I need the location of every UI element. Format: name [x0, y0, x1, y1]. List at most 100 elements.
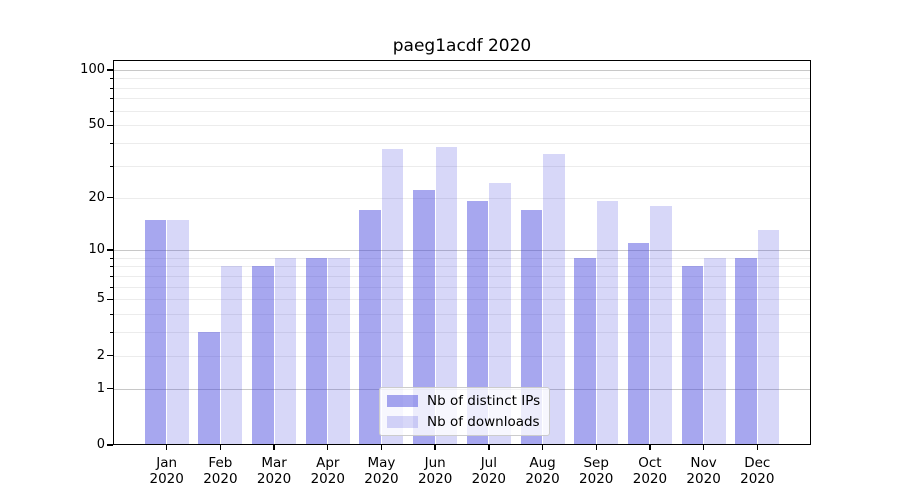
x-tick-aug: [541, 445, 544, 450]
x-tick-apr: [327, 445, 329, 450]
y-minor-tick-90: [109, 78, 113, 80]
bar-distinct-ips-sep: [574, 257, 596, 445]
gridline-minor-60: [113, 110, 811, 112]
bar-distinct-ips-jun: [413, 190, 435, 445]
gridline-minor-40: [113, 143, 811, 145]
plot-area: Nb of distinct IPs Nb of downloads: [113, 60, 811, 445]
bar-downloads-jun: [435, 147, 458, 445]
bar-distinct-ips-feb: [198, 332, 220, 445]
x-tick-label-feb: Feb 2020: [203, 455, 238, 487]
x-tick-nov: [702, 445, 705, 450]
y-tick-20: [107, 196, 113, 199]
x-tick-may: [380, 445, 383, 450]
y-tick-label-100: 100: [80, 61, 105, 77]
x-tick-label-jan: Jan 2020: [149, 455, 184, 487]
y-minor-tick-4: [109, 314, 113, 316]
legend-swatch-downloads: [387, 416, 418, 428]
gridline-minor-3: [113, 332, 811, 334]
bar-downloads-may: [381, 149, 404, 445]
gridline-minor-30: [113, 165, 811, 167]
bar-distinct-ips-apr: [305, 257, 328, 445]
gridline-minor-50: [113, 125, 811, 127]
bar-downloads-feb: [220, 266, 243, 445]
bar-downloads-dec: [757, 230, 780, 445]
y-tick-label-10: 10: [88, 242, 105, 258]
gridline-minor-2: [113, 355, 811, 357]
x-tick-feb: [219, 445, 222, 450]
y-tick-5: [107, 298, 113, 301]
bar-distinct-ips-jul: [466, 201, 489, 445]
y-tick-label-5: 5: [96, 291, 105, 307]
gridline-minor-9: [113, 257, 811, 259]
y-minor-tick-9: [109, 257, 113, 259]
x-tick-mar: [273, 445, 275, 450]
legend: Nb of distinct IPs Nb of downloads: [379, 387, 551, 436]
bar-distinct-ips-aug: [520, 210, 543, 445]
y-tick-1: [107, 387, 113, 390]
legend-row-0: Nb of distinct IPs: [387, 393, 540, 409]
x-tick-oct: [649, 445, 651, 450]
gridline-minor-6: [113, 286, 811, 288]
bar-downloads-jan: [167, 219, 189, 445]
y-tick-label-2: 2: [96, 347, 105, 363]
y-tick-label-1: 1: [96, 380, 105, 396]
x-tick-label-apr: Apr 2020: [310, 455, 345, 487]
bar-distinct-ips-dec: [735, 257, 757, 445]
x-tick-jun: [434, 445, 436, 450]
y-minor-tick-6: [109, 286, 113, 288]
x-tick-label-dec: Dec 2020: [740, 455, 775, 487]
bar-downloads-mar: [274, 257, 297, 445]
gridline-minor-80: [113, 87, 811, 89]
legend-swatch-distinct-ips: [387, 395, 418, 407]
y-tick-label-20: 20: [88, 189, 105, 205]
gridline-minor-70: [113, 98, 811, 100]
bar-distinct-ips-nov: [681, 266, 704, 445]
x-tick-label-nov: Nov 2020: [686, 455, 721, 487]
bar-downloads-aug: [543, 153, 565, 445]
legend-label-distinct-ips: Nb of distinct IPs: [427, 393, 541, 409]
y-minor-tick-30: [109, 165, 113, 167]
x-tick-sep: [595, 445, 597, 450]
gridline-major-10: [113, 250, 811, 252]
x-tick-label-aug: Aug 2020: [525, 455, 560, 487]
gridline-minor-20: [113, 197, 811, 199]
x-tick-dec: [756, 445, 758, 450]
x-tick-label-may: May 2020: [364, 455, 399, 487]
y-tick-0: [107, 444, 113, 446]
x-tick-jul: [488, 445, 490, 450]
bar-downloads-nov: [704, 257, 726, 445]
gridline-minor-5: [113, 299, 811, 301]
bar-downloads-sep: [596, 201, 619, 445]
y-minor-tick-60: [109, 110, 113, 112]
bar-downloads-jul: [489, 183, 511, 445]
x-tick-label-jun: Jun 2020: [417, 455, 453, 487]
bar-distinct-ips-jan: [144, 219, 167, 445]
bar-downloads-apr: [328, 257, 350, 445]
y-minor-tick-3: [109, 332, 113, 334]
bar-distinct-ips-mar: [252, 266, 274, 445]
y-tick-50: [107, 124, 113, 127]
y-minor-tick-7: [109, 275, 113, 277]
bar-downloads-oct: [650, 205, 672, 445]
x-tick-label-oct: Oct 2020: [632, 455, 668, 487]
y-tick-label-0: 0: [96, 437, 105, 452]
gridline-major-100: [113, 69, 811, 71]
y-tick-2: [107, 354, 113, 357]
y-tick-10: [107, 249, 113, 251]
y-minor-tick-70: [109, 98, 113, 100]
bar-distinct-ips-oct: [627, 243, 650, 445]
gridline-minor-90: [113, 78, 811, 80]
gridline-minor-8: [113, 266, 811, 268]
x-tick-label-mar: Mar 2020: [256, 455, 292, 487]
x-tick-jan: [165, 445, 168, 450]
y-tick-label-50: 50: [88, 117, 105, 133]
chart-title: paeg1acdf 2020: [392, 36, 532, 56]
y-minor-tick-8: [109, 266, 113, 268]
bar-distinct-ips-may: [359, 210, 381, 445]
y-minor-tick-40: [109, 143, 113, 145]
gridline-minor-7: [113, 275, 811, 277]
x-tick-label-sep: Sep 2020: [579, 455, 614, 487]
gridline-minor-4: [113, 314, 811, 316]
y-minor-tick-80: [109, 87, 113, 89]
